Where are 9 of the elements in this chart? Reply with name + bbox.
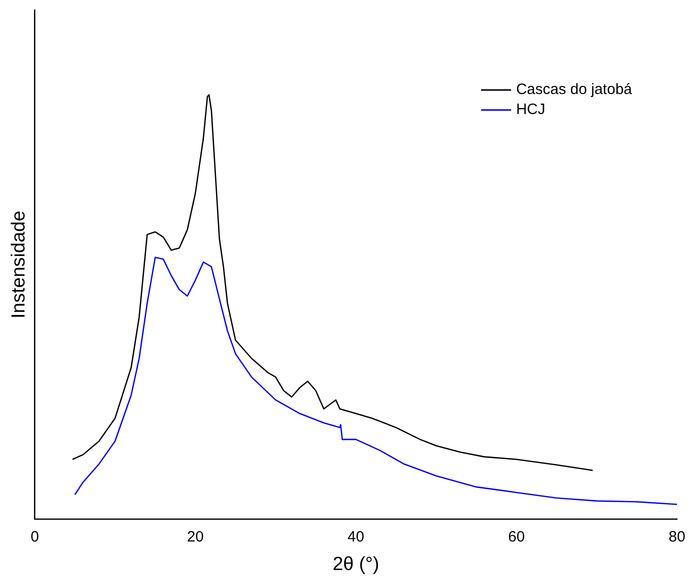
x-tick-label: 0 [30,528,39,546]
legend-label: Cascas do jatobá [516,81,633,98]
y-axis-title: Instensidade [8,210,30,318]
x-tick-label: 80 [668,528,686,546]
legend-label: HCJ [516,101,546,118]
x-tick-label: 20 [187,528,204,546]
x-axis-title: 2θ (°) [332,554,380,575]
x-tick-label: 60 [508,528,525,546]
x-tick-label: 40 [348,528,364,546]
